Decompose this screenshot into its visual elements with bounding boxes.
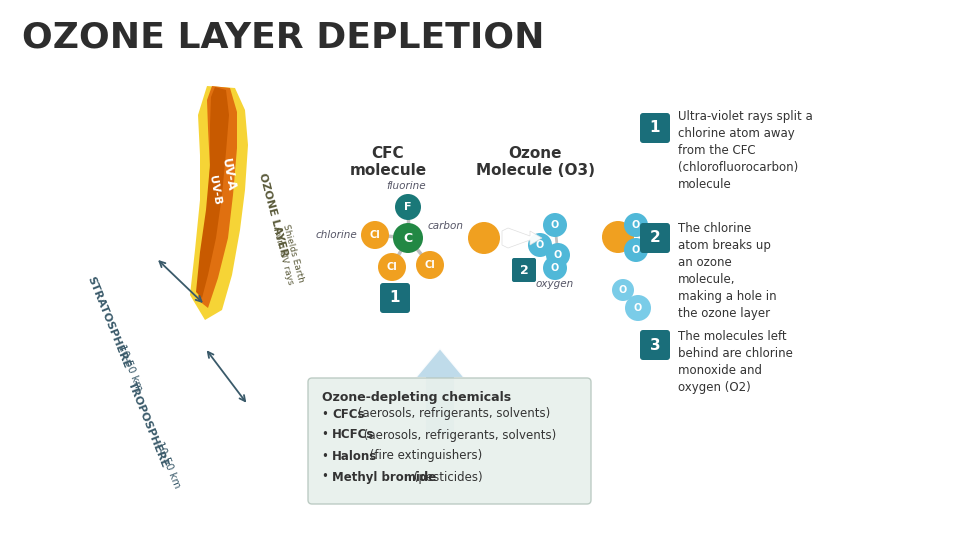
Text: Methyl bromide: Methyl bromide <box>332 470 436 483</box>
Text: 1: 1 <box>390 291 400 306</box>
Polygon shape <box>502 228 542 248</box>
Text: C: C <box>403 232 413 245</box>
Text: •: • <box>322 470 332 483</box>
Text: •: • <box>322 429 332 442</box>
Circle shape <box>361 221 389 249</box>
Text: Cl: Cl <box>387 262 397 272</box>
Text: TROPOSPHERE: TROPOSPHERE <box>126 380 170 470</box>
Polygon shape <box>415 348 465 435</box>
Text: Ozone-depleting chemicals: Ozone-depleting chemicals <box>322 390 511 403</box>
Text: 2: 2 <box>519 264 528 276</box>
Text: (aerosols, refrigerants, solvents): (aerosols, refrigerants, solvents) <box>354 408 551 421</box>
FancyBboxPatch shape <box>640 223 670 253</box>
FancyBboxPatch shape <box>308 378 591 504</box>
Circle shape <box>625 295 651 321</box>
Text: O: O <box>632 245 640 255</box>
FancyBboxPatch shape <box>640 113 670 143</box>
Text: Cl: Cl <box>424 260 436 270</box>
Text: 1: 1 <box>650 120 660 136</box>
Circle shape <box>602 221 634 253</box>
Circle shape <box>378 253 406 281</box>
Circle shape <box>543 256 567 280</box>
Circle shape <box>468 222 500 254</box>
Text: Halons: Halons <box>332 449 377 462</box>
Circle shape <box>543 213 567 237</box>
Text: Cl: Cl <box>370 230 380 240</box>
Text: O: O <box>632 220 640 230</box>
Text: O: O <box>619 285 627 295</box>
Circle shape <box>395 194 421 220</box>
Text: fluorine: fluorine <box>386 181 426 191</box>
Text: (fire extinguishers): (fire extinguishers) <box>366 449 482 462</box>
Text: •: • <box>322 408 332 421</box>
Text: (pesticides): (pesticides) <box>411 470 483 483</box>
Polygon shape <box>190 86 248 320</box>
Text: •: • <box>322 449 332 462</box>
Text: CFC
molecule: CFC molecule <box>349 146 426 178</box>
Circle shape <box>612 279 634 301</box>
Text: 2: 2 <box>650 231 660 246</box>
Circle shape <box>393 223 423 253</box>
Text: The molecules left
behind are chlorine
monoxide and
oxygen (O2): The molecules left behind are chlorine m… <box>678 330 793 394</box>
Text: OZONE LAYER DEPLETION: OZONE LAYER DEPLETION <box>22 21 544 55</box>
Text: O: O <box>551 220 559 230</box>
Text: F: F <box>404 202 412 212</box>
Text: O: O <box>634 303 642 313</box>
Text: Ultra-violet rays split a
chlorine atom away
from the CFC
(chlorofluorocarbon)
m: Ultra-violet rays split a chlorine atom … <box>678 110 813 191</box>
Text: (aerosols, refrigerants, solvents): (aerosols, refrigerants, solvents) <box>360 429 556 442</box>
Text: carbon: carbon <box>428 221 464 231</box>
Text: HCFCs: HCFCs <box>332 429 374 442</box>
FancyBboxPatch shape <box>640 330 670 360</box>
FancyBboxPatch shape <box>380 283 410 313</box>
Circle shape <box>624 213 648 237</box>
Text: 3: 3 <box>650 338 660 353</box>
Text: O: O <box>536 240 544 250</box>
Polygon shape <box>198 86 237 308</box>
Text: STRATOSPHERE: STRATOSPHERE <box>85 274 131 369</box>
Text: 10-50 km: 10-50 km <box>116 343 144 393</box>
Text: UV-B: UV-B <box>207 174 223 206</box>
Text: O: O <box>554 250 563 260</box>
Polygon shape <box>196 87 229 298</box>
Circle shape <box>624 238 648 262</box>
Text: oxygen: oxygen <box>536 279 574 289</box>
Text: UV-A: UV-A <box>219 157 237 193</box>
Circle shape <box>416 251 444 279</box>
Text: Shields Earth
from UV rays: Shields Earth from UV rays <box>271 224 305 286</box>
Text: chlorine: chlorine <box>315 230 357 240</box>
FancyBboxPatch shape <box>512 258 536 282</box>
Text: OZONE LAYER: OZONE LAYER <box>257 172 289 258</box>
Circle shape <box>546 243 570 267</box>
Text: CFCs: CFCs <box>332 408 365 421</box>
Text: The chlorine
atom breaks up
an ozone
molecule,
making a hole in
the ozone layer: The chlorine atom breaks up an ozone mol… <box>678 222 777 320</box>
Circle shape <box>528 233 552 257</box>
Text: 10-50 km: 10-50 km <box>155 440 181 490</box>
Text: O: O <box>551 263 559 273</box>
Text: Ozone
Molecule (O3): Ozone Molecule (O3) <box>475 146 594 178</box>
